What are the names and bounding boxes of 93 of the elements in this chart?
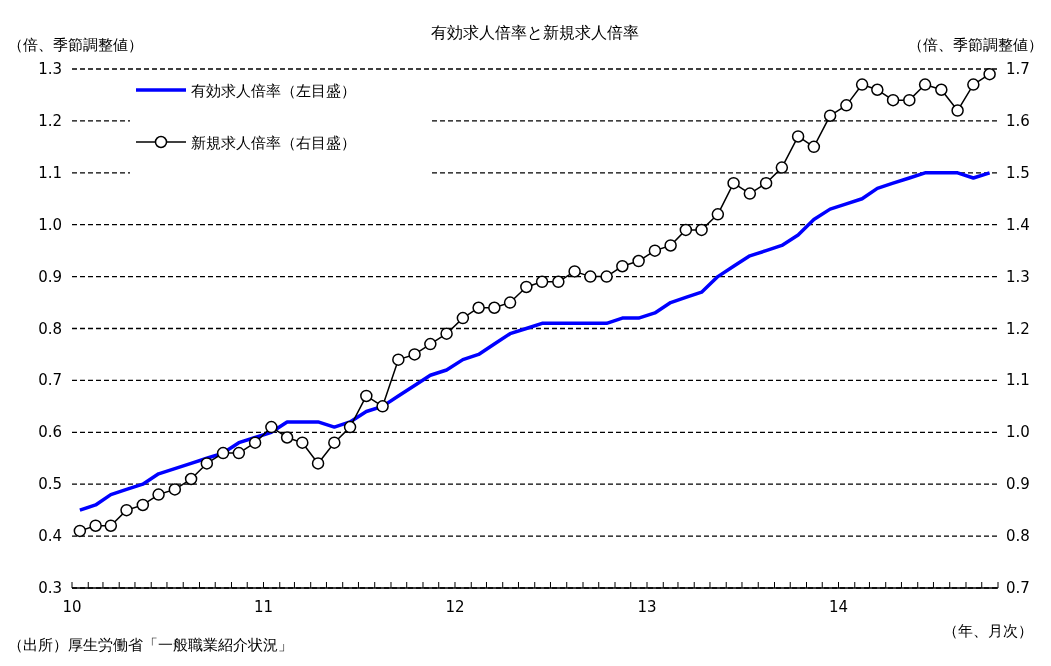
point — [648, 244, 662, 257]
point — [232, 446, 246, 460]
point — [200, 457, 214, 470]
point — [935, 83, 948, 97]
point — [695, 223, 708, 237]
point — [120, 503, 133, 517]
y-tick-label: 1.1 — [38, 163, 62, 182]
point — [886, 93, 900, 107]
point — [552, 275, 565, 289]
point — [311, 457, 325, 470]
point — [104, 519, 118, 532]
point — [823, 109, 837, 122]
point — [632, 254, 645, 268]
point — [807, 140, 821, 154]
point — [376, 400, 389, 413]
point — [360, 389, 373, 403]
y2-tick-label: 0.9 — [1006, 475, 1030, 494]
point — [168, 483, 182, 496]
chart-title: 有効求人倍率と新規求人倍率 — [431, 23, 639, 42]
point — [408, 348, 421, 361]
y-tick-label: 0.5 — [38, 475, 62, 494]
point — [918, 78, 932, 91]
legend-label: 有効求人倍率（左目盛） — [191, 82, 356, 100]
point — [791, 130, 805, 143]
point — [568, 265, 581, 278]
point — [73, 524, 87, 538]
y-tick-label: 0.9 — [38, 267, 62, 286]
y2-tick-label: 0.8 — [1006, 527, 1030, 546]
point — [871, 83, 884, 97]
y-axis-title: （倍、季節調整値） — [8, 36, 143, 54]
x-axis-title: （年、月次） — [943, 622, 1033, 640]
y2-tick-label: 1.6 — [1006, 111, 1030, 130]
y-tick-label: 0.4 — [38, 527, 62, 546]
point — [328, 436, 341, 449]
x-tick-label: 12 — [445, 598, 465, 616]
point — [456, 311, 470, 325]
point — [711, 208, 725, 221]
point — [616, 259, 629, 273]
point — [265, 420, 278, 434]
point — [472, 301, 485, 314]
y2-tick-label: 1.2 — [1006, 319, 1030, 338]
y-tick-label: 0.6 — [38, 423, 62, 442]
line-series — [78, 171, 992, 512]
x-tick-label: 14 — [828, 598, 849, 616]
point — [759, 176, 773, 190]
point — [280, 431, 294, 444]
legend-label: 新規求人倍率（右目盛） — [191, 134, 356, 152]
y2-axis-title: （倍、季節調整値） — [908, 36, 1043, 54]
y2-tick-label: 1.7 — [1006, 60, 1030, 78]
point — [967, 78, 980, 91]
y-tick-label: 0.3 — [38, 579, 62, 597]
point — [216, 446, 230, 460]
point — [184, 472, 198, 486]
point — [392, 353, 405, 366]
point — [136, 498, 150, 512]
point — [488, 301, 501, 314]
point — [440, 327, 453, 340]
text: （出所）厚生労働省「一般職業紹介状況」 — [8, 636, 293, 654]
x-tick-label: 13 — [637, 598, 657, 616]
point — [535, 275, 549, 289]
x-tick-label: 11 — [253, 598, 274, 616]
point — [855, 78, 869, 91]
point — [983, 67, 996, 81]
point — [840, 99, 853, 112]
point — [343, 420, 357, 434]
point — [520, 280, 533, 294]
point — [89, 519, 102, 532]
point — [679, 223, 693, 237]
y2-tick-label: 0.7 — [1006, 579, 1030, 597]
y2-tick-label: 1.0 — [1006, 423, 1030, 442]
point — [600, 270, 613, 283]
y2-tick-label: 1.4 — [1006, 215, 1030, 234]
point — [727, 176, 740, 190]
point — [951, 104, 964, 117]
point — [903, 93, 916, 107]
y-tick-label: 0.8 — [38, 319, 62, 338]
point — [248, 436, 262, 449]
point — [584, 270, 597, 283]
y2-tick-label: 1.1 — [1006, 371, 1030, 390]
point — [664, 239, 677, 252]
point — [296, 436, 309, 449]
point — [743, 187, 757, 200]
x-tick-label: 10 — [62, 598, 82, 616]
point — [503, 296, 517, 309]
y2-tick-label: 1.5 — [1006, 163, 1030, 182]
y-tick-label: 0.7 — [38, 371, 62, 390]
y2-tick-label: 1.3 — [1006, 267, 1030, 286]
y-tick-label: 1.3 — [38, 60, 62, 78]
y-tick-label: 1.2 — [38, 111, 62, 130]
point — [152, 488, 165, 501]
point — [424, 337, 437, 351]
point — [775, 161, 789, 174]
y-tick-label: 1.0 — [38, 215, 62, 234]
